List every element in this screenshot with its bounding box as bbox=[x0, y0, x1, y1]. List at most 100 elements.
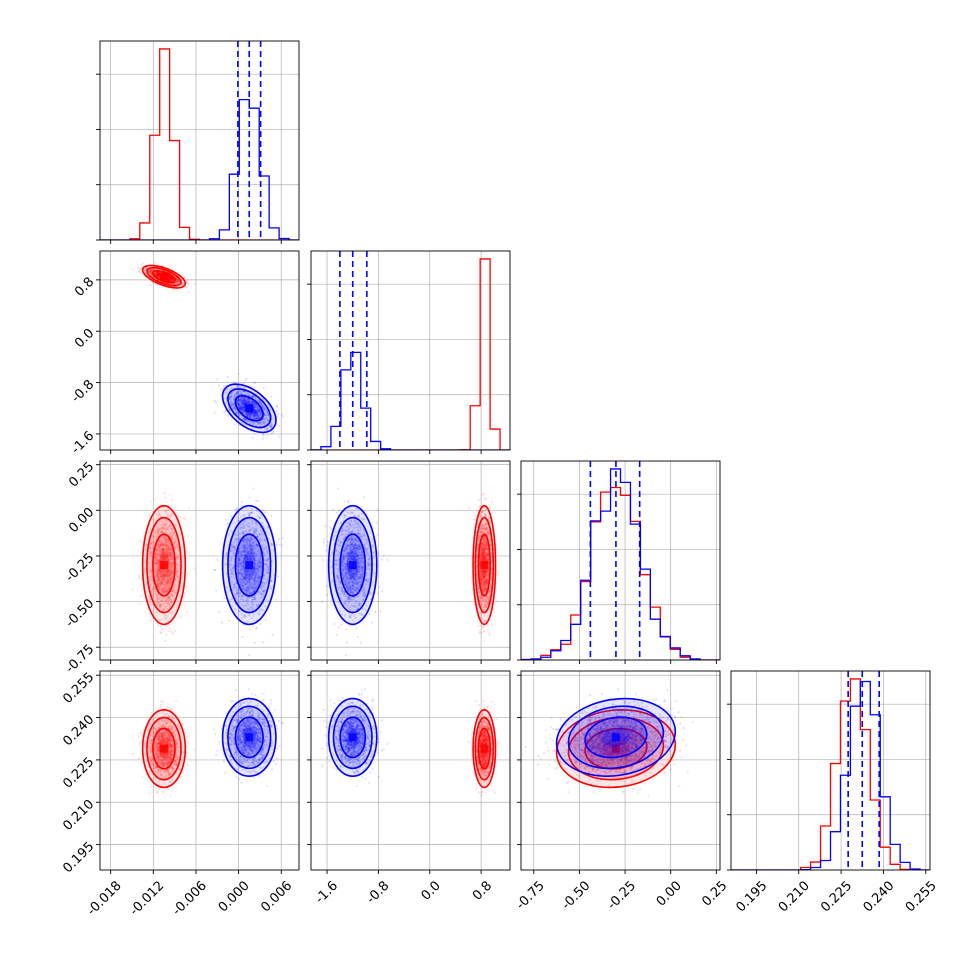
sample-point bbox=[250, 412, 253, 415]
sample-point bbox=[157, 545, 161, 548]
sample-point bbox=[255, 412, 259, 415]
sample-point bbox=[213, 411, 217, 414]
density-peak bbox=[245, 404, 254, 413]
sample-point bbox=[157, 275, 160, 278]
sample-point bbox=[243, 396, 246, 399]
sample-point bbox=[167, 274, 171, 277]
sample-point bbox=[143, 568, 146, 571]
sample-point bbox=[246, 401, 249, 404]
sample-point bbox=[159, 527, 162, 530]
sample-point bbox=[168, 572, 172, 576]
sample-point bbox=[253, 414, 256, 418]
sample-point bbox=[215, 589, 218, 592]
sample-point bbox=[251, 414, 254, 417]
sample-point bbox=[158, 273, 161, 276]
sample-point bbox=[167, 278, 170, 282]
sample-point bbox=[169, 276, 172, 279]
sample-point bbox=[255, 417, 258, 420]
sample-point bbox=[242, 382, 245, 385]
sample-point bbox=[164, 543, 167, 546]
sample-point bbox=[172, 282, 176, 286]
sample-point bbox=[271, 417, 274, 420]
sample-point bbox=[167, 513, 170, 517]
y-tick-label: 0.00 bbox=[66, 505, 97, 536]
sample-point bbox=[243, 399, 246, 402]
sample-point bbox=[170, 536, 173, 540]
sample-point bbox=[175, 281, 178, 284]
sample-point bbox=[160, 548, 164, 551]
sample-point bbox=[157, 272, 160, 275]
sample-point bbox=[243, 401, 246, 404]
sample-point bbox=[242, 399, 245, 402]
sample-point bbox=[242, 406, 245, 410]
sample-point bbox=[154, 272, 157, 275]
sample-point bbox=[163, 639, 166, 642]
sample-point bbox=[153, 561, 156, 565]
sample-point bbox=[250, 399, 254, 403]
sample-point bbox=[233, 392, 237, 395]
sample-point bbox=[169, 279, 172, 282]
sample-point bbox=[171, 557, 174, 560]
sample-point bbox=[240, 404, 243, 407]
sample-point bbox=[154, 261, 157, 265]
sample-point bbox=[239, 407, 242, 410]
sample-point bbox=[167, 565, 170, 568]
sample-point bbox=[185, 585, 188, 588]
sample-point bbox=[242, 398, 245, 401]
sample-point bbox=[231, 403, 234, 406]
sample-point bbox=[242, 407, 245, 410]
sample-point bbox=[260, 402, 263, 405]
sample-point bbox=[243, 409, 246, 412]
panel-content bbox=[131, 261, 284, 440]
sample-point bbox=[169, 276, 172, 279]
sample-point bbox=[278, 435, 281, 438]
sample-point bbox=[167, 275, 170, 278]
sample-point bbox=[236, 402, 239, 405]
sample-point bbox=[168, 580, 172, 583]
sample-point bbox=[233, 406, 236, 409]
sample-point bbox=[156, 575, 159, 578]
sample-point bbox=[157, 263, 160, 266]
sample-point bbox=[176, 546, 180, 549]
sample-point bbox=[159, 578, 162, 581]
y-tick-label: -0.25 bbox=[63, 551, 97, 585]
sample-point bbox=[243, 403, 246, 406]
sample-point bbox=[238, 386, 241, 389]
sample-point bbox=[157, 274, 160, 277]
sample-point bbox=[160, 581, 163, 584]
sample-point bbox=[244, 412, 247, 416]
sample-point bbox=[160, 540, 163, 543]
histogram-series-0 bbox=[100, 48, 299, 240]
sample-point bbox=[138, 602, 141, 605]
sample-point bbox=[241, 400, 244, 403]
sample-point bbox=[155, 274, 159, 277]
sample-point bbox=[166, 553, 169, 556]
sample-point bbox=[156, 572, 159, 576]
sample-point bbox=[155, 273, 158, 276]
sample-point bbox=[265, 408, 268, 411]
sample-point bbox=[143, 560, 146, 564]
sample-point bbox=[150, 270, 153, 273]
sample-point bbox=[253, 412, 256, 416]
sample-point bbox=[165, 583, 168, 587]
sample-point bbox=[267, 414, 270, 418]
sample-point bbox=[241, 402, 244, 405]
sample-point bbox=[243, 386, 246, 390]
sample-point bbox=[155, 574, 159, 577]
sample-point bbox=[166, 556, 169, 559]
sample-point bbox=[176, 544, 179, 547]
sample-point bbox=[163, 553, 166, 556]
sample-point bbox=[253, 422, 256, 425]
sample-point bbox=[239, 407, 242, 410]
sample-point bbox=[237, 397, 240, 400]
sample-point bbox=[164, 584, 167, 587]
sample-point bbox=[266, 427, 269, 430]
sample-point bbox=[149, 283, 153, 287]
sample-point bbox=[246, 420, 249, 423]
sample-point bbox=[164, 509, 167, 512]
sample-point bbox=[160, 553, 164, 556]
sample-point bbox=[253, 411, 257, 414]
y-tick-label: -0.50 bbox=[63, 596, 97, 630]
sample-point bbox=[171, 565, 174, 569]
sample-point bbox=[243, 399, 246, 402]
